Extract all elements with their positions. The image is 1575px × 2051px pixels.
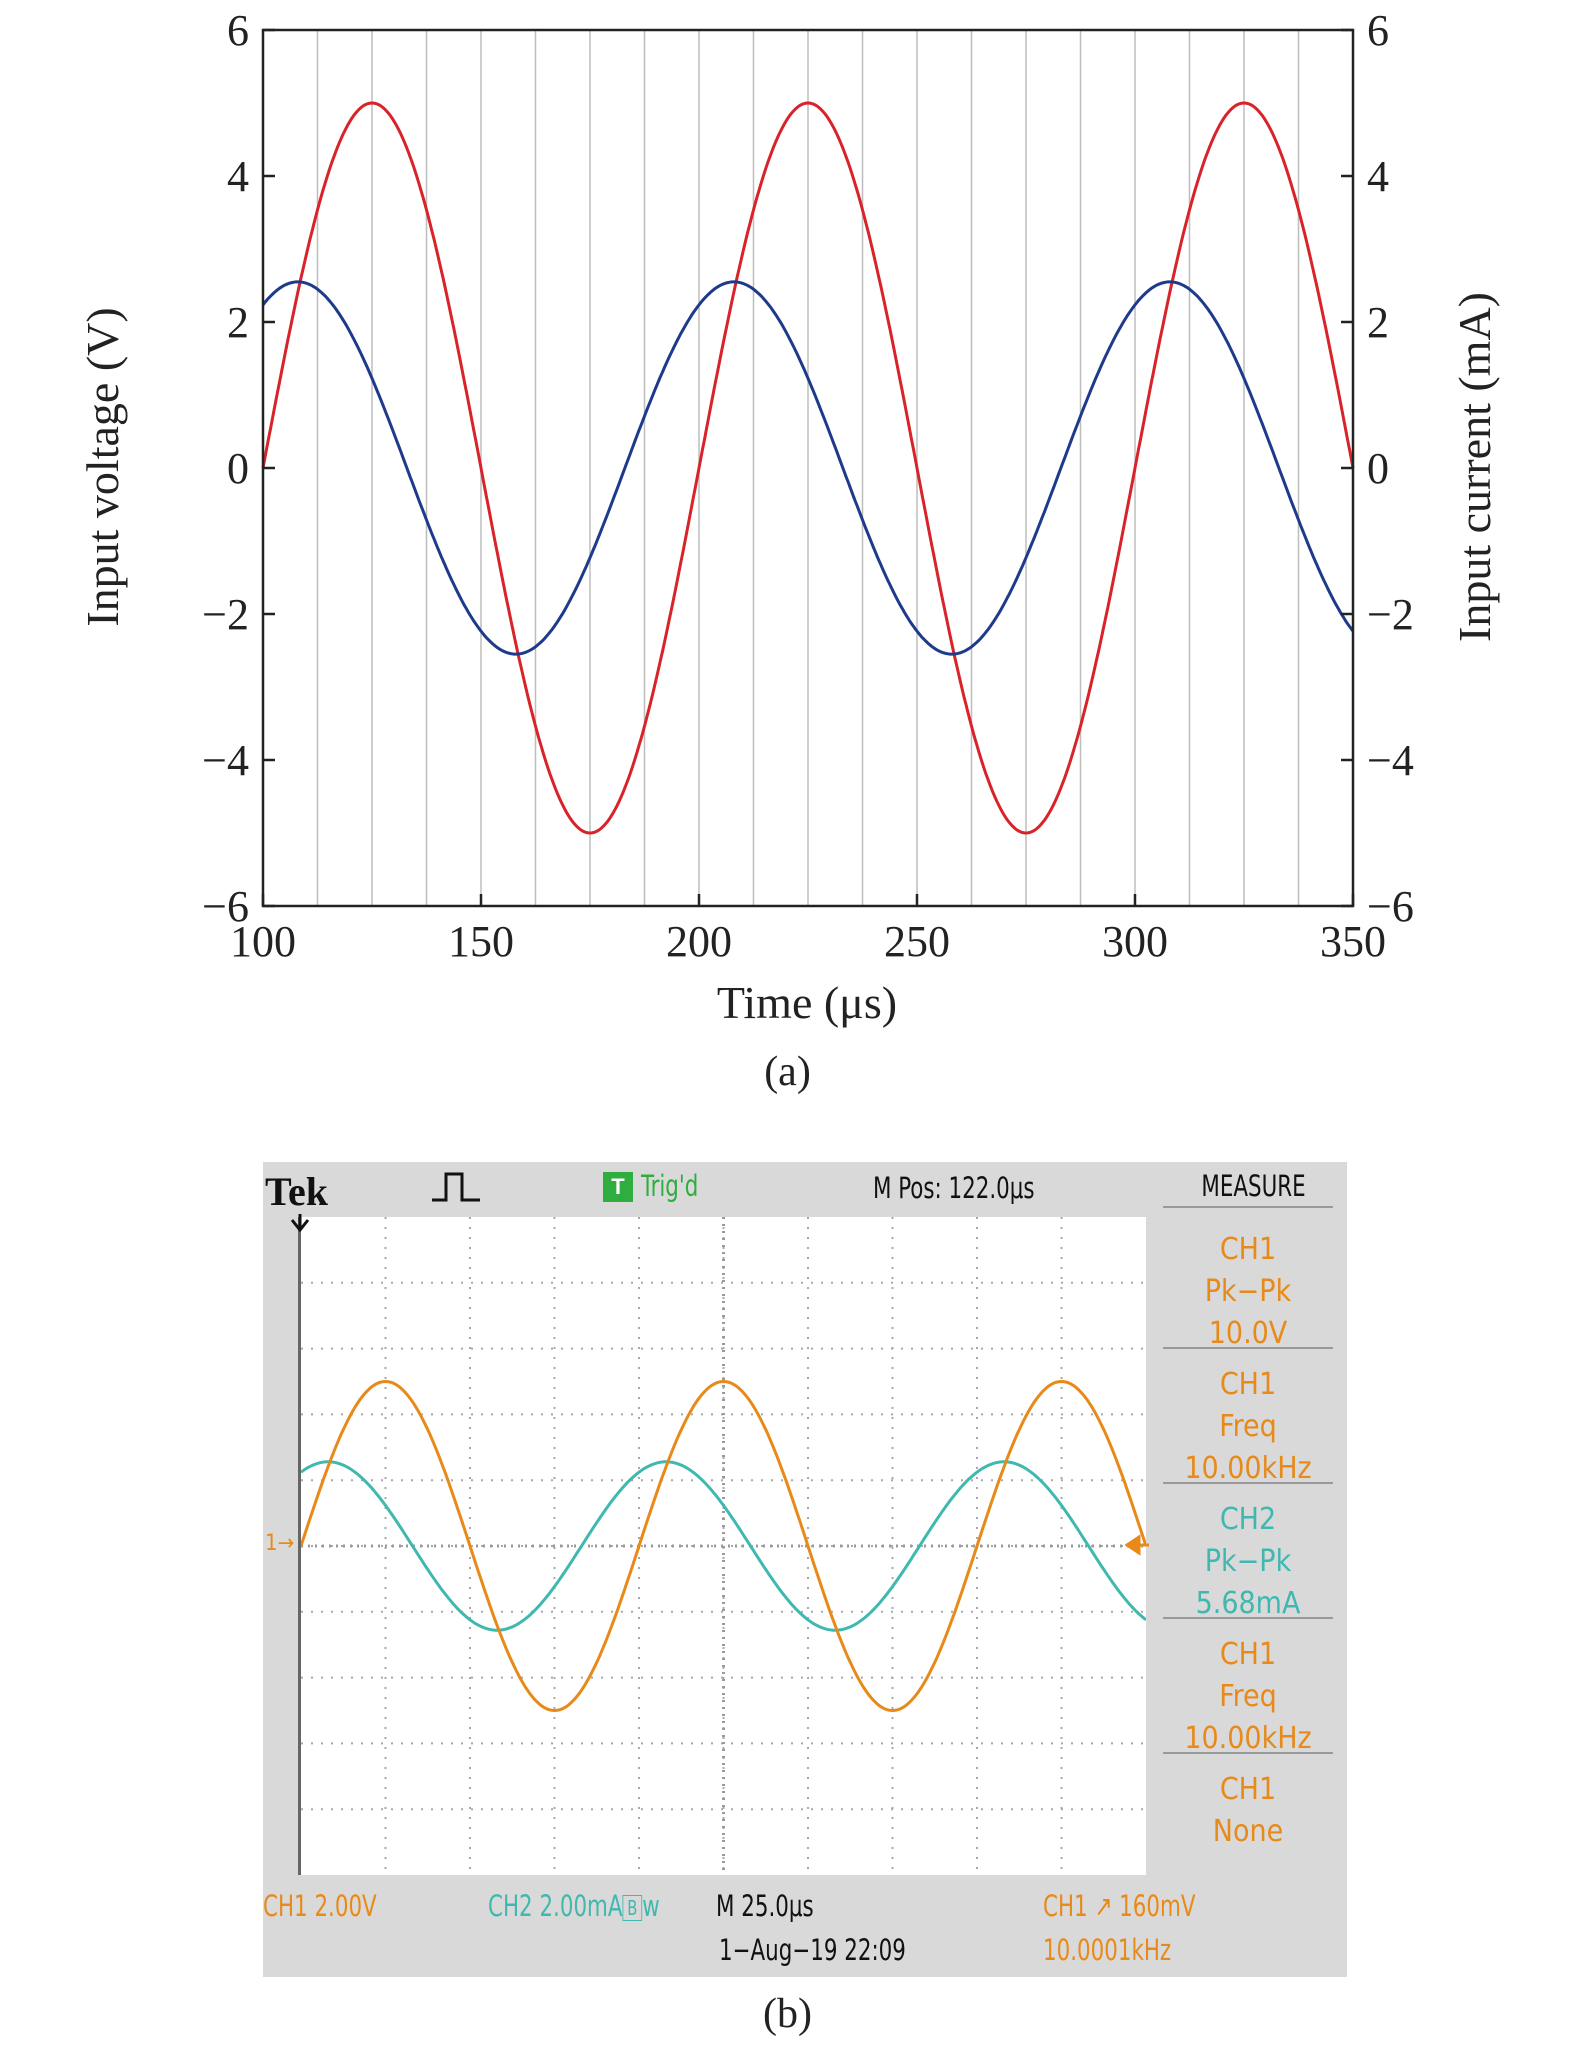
trigger-position-arrow-icon [290, 1214, 310, 1232]
y-tick-label: −4 [202, 736, 249, 785]
current-series-line [261, 280, 1355, 656]
measure-3-ch: CH2 [1219, 1502, 1277, 1537]
gridlines [262, 30, 1354, 906]
measure-2-kind: Freq [1219, 1409, 1277, 1444]
voltage-series-line [261, 101, 1355, 835]
y2-tick-label: 0 [1367, 444, 1389, 493]
y-tick-label: 2 [227, 298, 249, 347]
y2-tick-label: −4 [1367, 736, 1414, 785]
trigger-frequency: 10.0001kHz [1043, 1933, 1172, 1967]
measure-separator [1163, 1752, 1333, 1754]
measure-2-value: 10.00kHz [1184, 1451, 1312, 1486]
y-tick-label: −6 [202, 882, 249, 931]
y-axis-label: Input voltage (V) [77, 307, 128, 626]
scope-screen [298, 1217, 1148, 1875]
measure-5-ch: CH1 [1219, 1772, 1277, 1807]
scope-grid [301, 1217, 1146, 1875]
measure-separator [1163, 1617, 1333, 1619]
ch1-marker-text: 1 [265, 1531, 278, 1556]
x-tick-label: 100 [230, 917, 296, 966]
trigger-badge: T [603, 1172, 633, 1202]
axis-ticks: 100 150 200 250 300 350 6 4 2 0 −2 −4 −6 6 4 2 0 −2 −4 −6 [202, 6, 1414, 966]
measure-title: MEASURE [1201, 1169, 1306, 1203]
pulse-icon [432, 1172, 480, 1202]
chart-a: 100 150 200 250 300 350 6 4 2 0 −2 −4 −6 6 4 2 0 −2 −4 −6 T… [77, 6, 1500, 1028]
measure-2-ch: CH1 [1219, 1367, 1277, 1402]
y2-tick-label: 6 [1367, 6, 1389, 55]
trigger-level: CH1 ↗ 160mV [1043, 1889, 1196, 1923]
measure-4-value: 10.00kHz [1184, 1721, 1312, 1756]
bandwidth-suffix: w [642, 1889, 660, 1923]
y2-axis-label: Input current (mA) [1449, 292, 1500, 642]
y-tick-label: 6 [227, 6, 249, 55]
trigger-status: Trig'd [641, 1169, 699, 1203]
measure-1-ch: CH1 [1219, 1232, 1277, 1267]
caption-b: (b) [763, 1991, 812, 2037]
measure-4-kind: Freq [1219, 1679, 1277, 1714]
y-tick-label: −2 [202, 590, 249, 639]
ch1-scale: CH1 2.00V [263, 1889, 377, 1923]
ch1-trace [299, 1379, 1148, 1713]
y2-tick-label: −6 [1367, 882, 1414, 931]
measure-5-kind: None [1212, 1814, 1284, 1849]
y2-tick-label: 4 [1367, 152, 1389, 201]
x-axis-label: Time (μs) [717, 977, 897, 1028]
measure-separator [1163, 1482, 1333, 1484]
brand-label: Tek [265, 1169, 329, 1214]
measure-1-kind: Pk−Pk [1204, 1274, 1292, 1309]
oscilloscope-screenshot: Tek T Trig'd M Pos: 122.0μs MEASURE 1→ C… [263, 1162, 1347, 1977]
measure-3-kind: Pk−Pk [1204, 1544, 1292, 1579]
y2-tick-label: −2 [1367, 590, 1414, 639]
measure-separator [1163, 1206, 1333, 1208]
caption-a: (a) [764, 1049, 811, 1095]
ch1-marker: 1→ [265, 1531, 295, 1556]
x-tick-label: 150 [448, 917, 514, 966]
measure-1-value: 10.0V [1208, 1316, 1288, 1351]
x-tick-label: 350 [1320, 917, 1386, 966]
m-pos: M Pos: 122.0μs [873, 1171, 1035, 1205]
measure-3-value: 5.68mA [1195, 1586, 1301, 1621]
y2-tick-label: 2 [1367, 298, 1389, 347]
timebase: M 25.0μs [716, 1889, 814, 1923]
y-tick-label: 4 [227, 152, 249, 201]
ch2-scale-text: CH2 2.00mA [488, 1889, 623, 1923]
y-tick-label: 0 [227, 444, 249, 493]
measure-separator [1163, 1347, 1333, 1349]
measure-4-ch: CH1 [1219, 1637, 1277, 1672]
trigger-level-arrow-icon [1125, 1534, 1149, 1556]
x-tick-label: 300 [1102, 917, 1168, 966]
x-tick-label: 200 [666, 917, 732, 966]
bandwidth-mark: B [622, 1895, 643, 1921]
x-tick-label: 250 [884, 917, 950, 966]
date-time: 1−Aug−19 22:09 [719, 1933, 906, 1967]
scope-plot [299, 1217, 1148, 1875]
